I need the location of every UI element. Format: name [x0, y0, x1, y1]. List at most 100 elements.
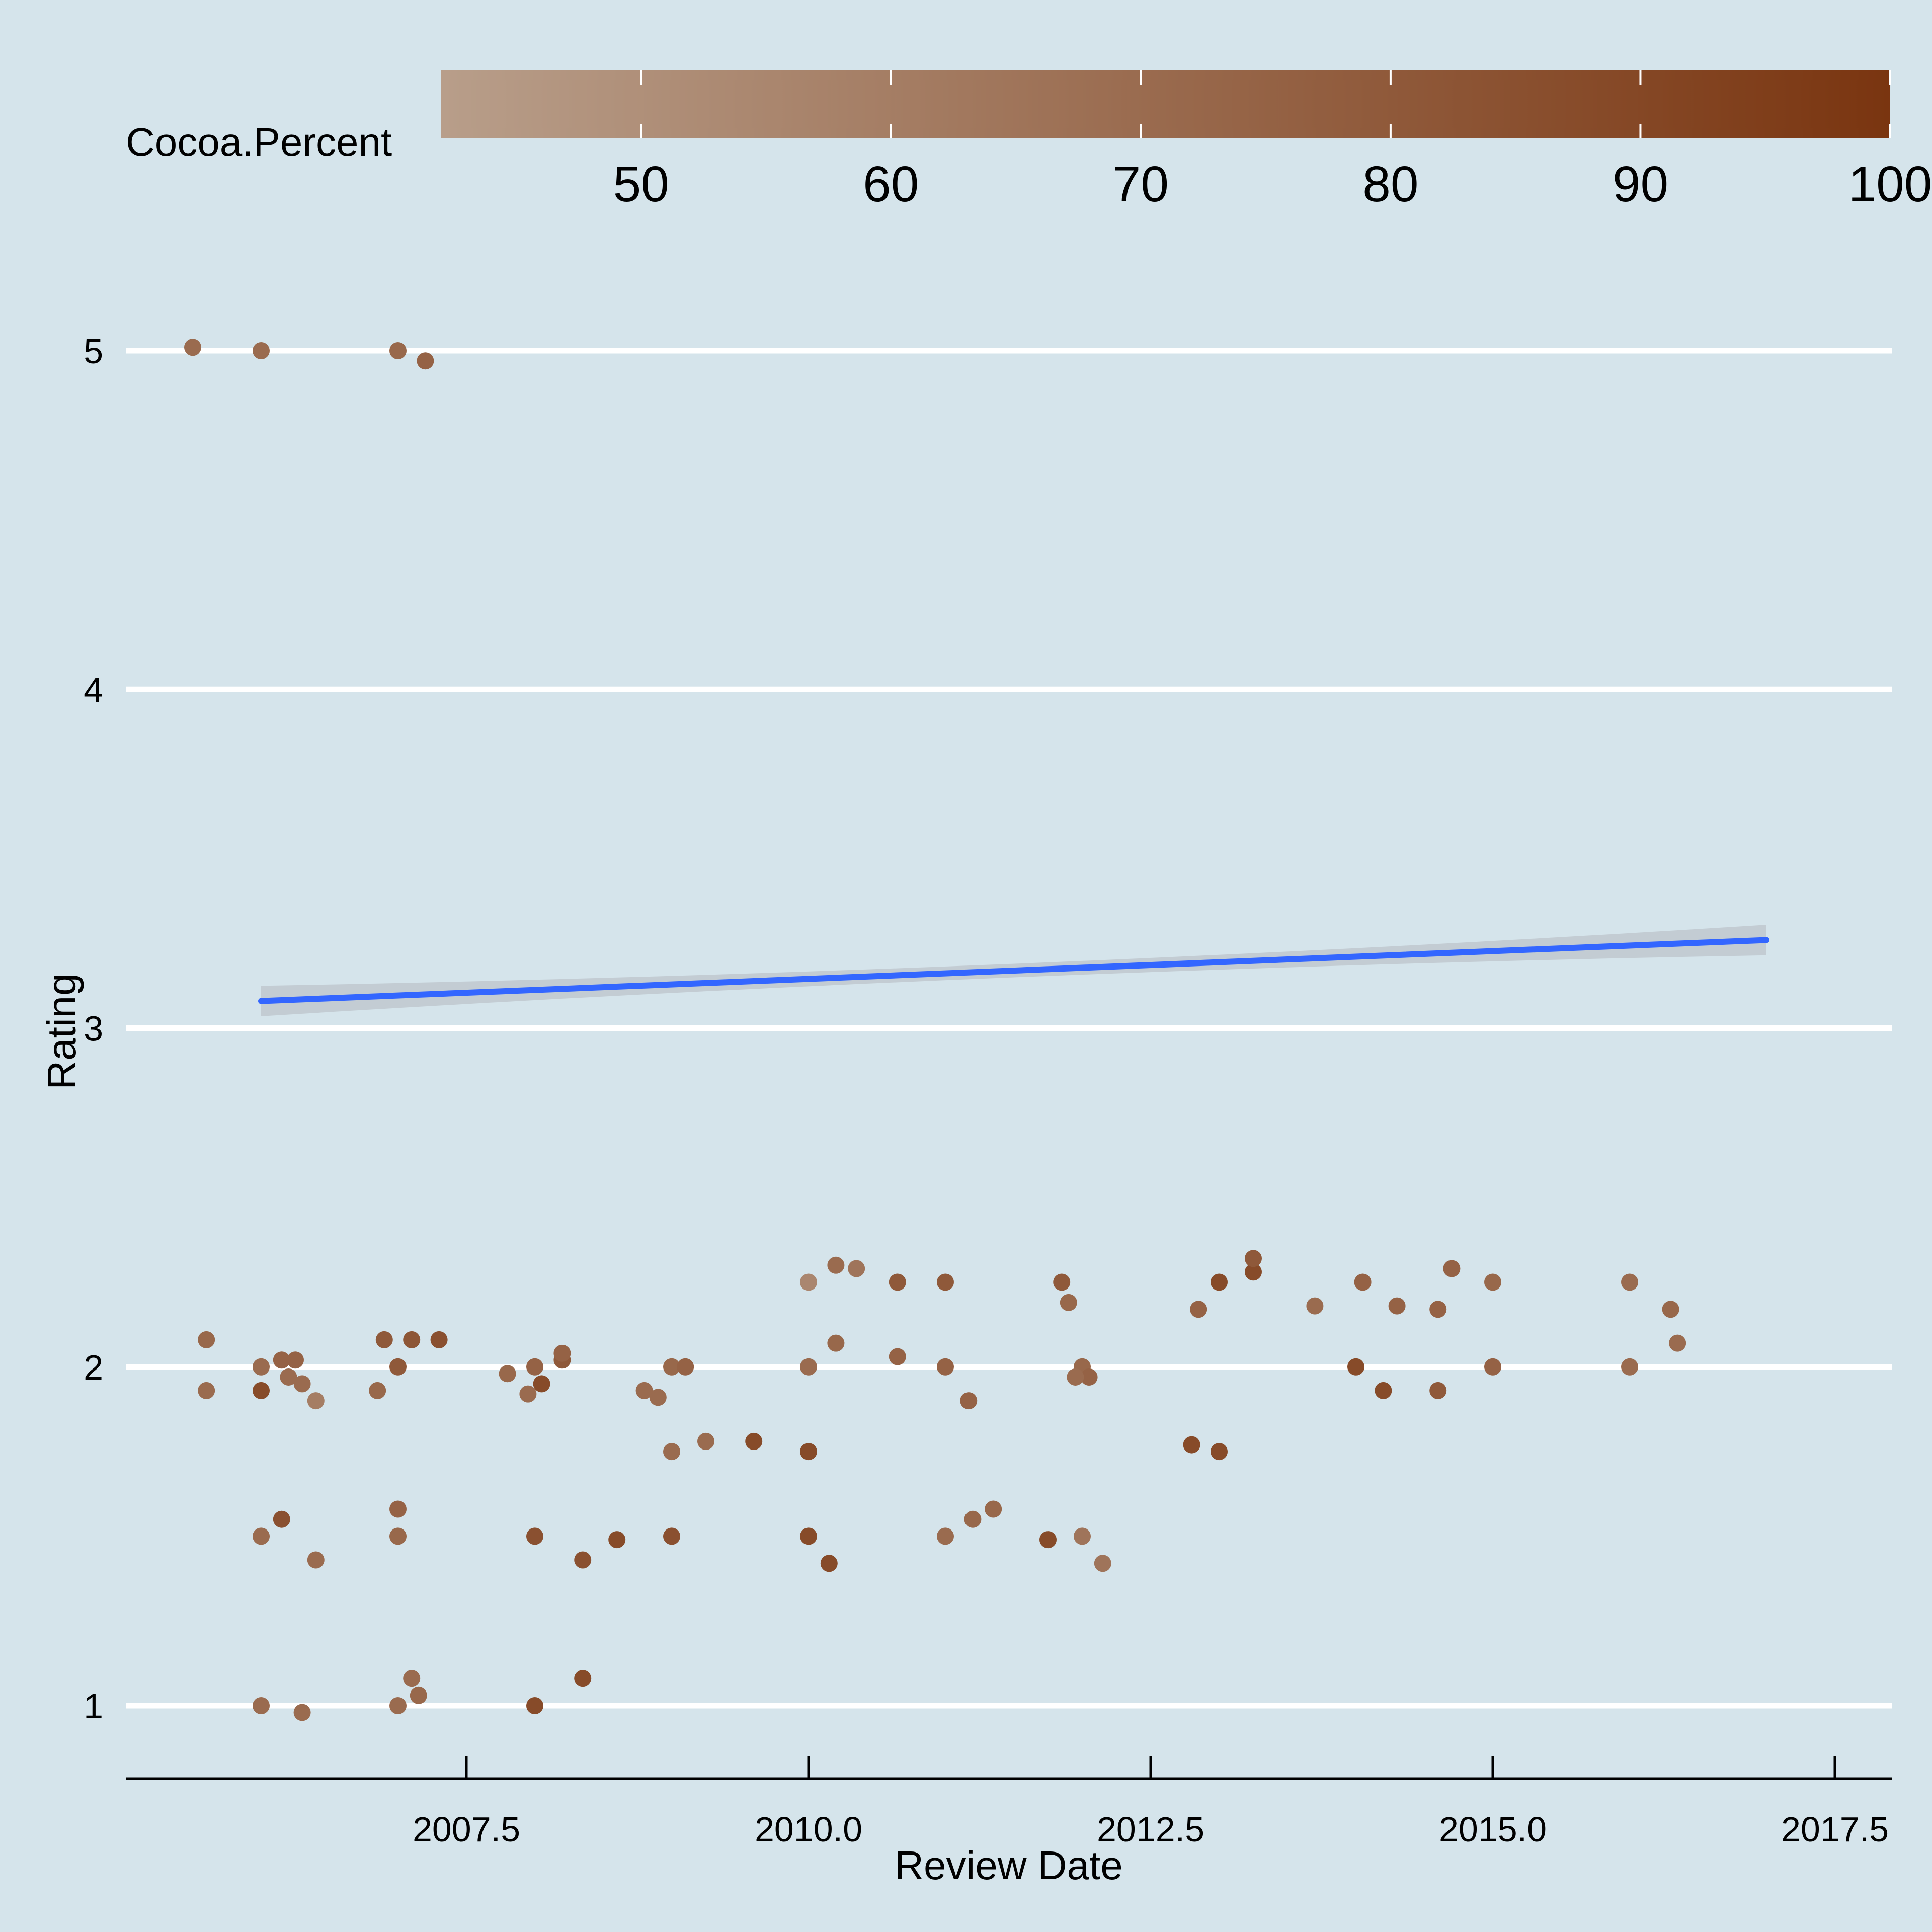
- trend-line: [258, 937, 1769, 1004]
- data-point-42: [848, 1260, 865, 1277]
- data-point-77: [389, 1527, 407, 1545]
- data-point-25: [499, 1365, 516, 1383]
- colorbar-tick-label-50: 50: [613, 156, 669, 212]
- data-point-81: [608, 1531, 626, 1549]
- data-point-78: [389, 1500, 407, 1518]
- colorbar-tick-label-100: 100: [1848, 156, 1932, 212]
- color-legend: Cocoa.Percent 50 60 70 80 90 100: [126, 70, 1932, 212]
- data-point-27: [533, 1375, 550, 1393]
- colorbar-ticks: 50 60 70 80 90 100: [613, 70, 1932, 212]
- data-point-54: [1183, 1436, 1200, 1454]
- data-point-4: [253, 1697, 270, 1714]
- data-point-64: [1388, 1297, 1406, 1315]
- y-tick-label-2: 2: [84, 1348, 103, 1387]
- colorbar-tick-label-70: 70: [1113, 156, 1169, 212]
- data-point-40: [800, 1273, 817, 1291]
- x-tick-label-2: 2012.5: [1097, 1810, 1204, 1849]
- data-point-76: [307, 1551, 325, 1569]
- data-point-43: [827, 1334, 845, 1352]
- data-point-69: [1484, 1358, 1501, 1376]
- data-point-63: [1375, 1382, 1392, 1399]
- data-point-7: [403, 1670, 421, 1687]
- data-point-3: [417, 352, 434, 370]
- data-point-70: [1621, 1358, 1638, 1376]
- data-point-9: [526, 1697, 543, 1714]
- data-point-49: [1053, 1273, 1071, 1291]
- data-point-37: [745, 1432, 763, 1450]
- data-point-45: [889, 1273, 906, 1291]
- data-point-56: [1190, 1301, 1208, 1318]
- data-point-67: [1443, 1260, 1461, 1277]
- x-tick-label-1: 2010.0: [755, 1810, 862, 1849]
- data-point-17: [280, 1368, 297, 1386]
- data-point-18: [293, 1375, 311, 1393]
- data-point-46: [937, 1273, 954, 1291]
- x-axis-title: Review Date: [895, 1843, 1123, 1888]
- data-point-33: [663, 1358, 680, 1376]
- data-point-68: [1484, 1273, 1501, 1291]
- data-point-38: [800, 1443, 817, 1461]
- data-point-44: [889, 1348, 906, 1365]
- data-point-60: [1306, 1297, 1324, 1315]
- data-point-85: [937, 1527, 954, 1545]
- data-point-83: [800, 1527, 817, 1545]
- data-point-82: [663, 1527, 680, 1545]
- gridlines: [126, 348, 1892, 1709]
- data-point-90: [1094, 1555, 1111, 1572]
- x-tick-label-3: 2015.0: [1439, 1810, 1547, 1849]
- data-point-61: [1347, 1358, 1364, 1376]
- data-point-86: [964, 1510, 982, 1528]
- data-point-72: [1662, 1301, 1679, 1318]
- y-axis-title: Rating: [39, 973, 84, 1089]
- x-tick-label-4: 2017.5: [1781, 1810, 1889, 1849]
- colorbar-tick-label-90: 90: [1613, 156, 1668, 212]
- data-point-62: [1354, 1273, 1372, 1291]
- data-point-50: [1060, 1294, 1077, 1311]
- y-tick-label-1: 1: [84, 1686, 103, 1726]
- colorbar-tick-label-80: 80: [1362, 156, 1418, 212]
- data-point-6: [389, 1697, 407, 1714]
- data-point-0: [184, 339, 201, 356]
- trend-line-layer: [258, 937, 1769, 1004]
- data-point-47: [937, 1358, 954, 1376]
- data-point-59: [1245, 1250, 1262, 1267]
- data-point-41: [827, 1256, 845, 1274]
- data-point-22: [369, 1382, 386, 1399]
- data-point-10: [574, 1670, 592, 1687]
- y-tick-label-4: 4: [84, 670, 103, 709]
- data-point-88: [1039, 1531, 1057, 1549]
- data-point-55: [1211, 1443, 1228, 1461]
- data-point-66: [1429, 1382, 1447, 1399]
- data-point-1: [253, 342, 270, 359]
- data-point-52: [1080, 1368, 1098, 1386]
- data-point-2: [389, 342, 407, 359]
- colorbar: [441, 70, 1890, 138]
- data-point-53: [1067, 1368, 1084, 1386]
- data-point-15: [273, 1351, 290, 1369]
- data-points: [184, 339, 1686, 1721]
- data-point-5: [293, 1704, 311, 1721]
- data-point-20: [375, 1331, 393, 1348]
- data-point-87: [985, 1500, 1002, 1518]
- data-point-74: [253, 1527, 270, 1545]
- data-point-34: [677, 1358, 694, 1376]
- data-point-8: [410, 1686, 427, 1704]
- data-point-13: [253, 1358, 270, 1376]
- x-axis-ticks: 2007.5 2010.0 2012.5 2015.0 2017.5: [413, 1756, 1889, 1849]
- data-point-65: [1429, 1301, 1447, 1318]
- y-tick-label-3: 3: [84, 1009, 103, 1049]
- y-axis-ticks: 1 2 3 4 5: [84, 332, 103, 1726]
- data-point-71: [1621, 1273, 1638, 1291]
- y-tick-label-5: 5: [84, 332, 103, 371]
- data-point-75: [273, 1510, 290, 1528]
- data-point-79: [526, 1527, 543, 1545]
- data-point-16: [287, 1351, 304, 1369]
- data-point-32: [649, 1389, 667, 1406]
- legend-title: Cocoa.Percent: [126, 120, 392, 165]
- data-point-31: [635, 1382, 653, 1399]
- data-point-73: [1669, 1334, 1686, 1352]
- data-point-48: [960, 1392, 978, 1410]
- data-point-11: [198, 1382, 215, 1399]
- data-point-84: [820, 1555, 838, 1572]
